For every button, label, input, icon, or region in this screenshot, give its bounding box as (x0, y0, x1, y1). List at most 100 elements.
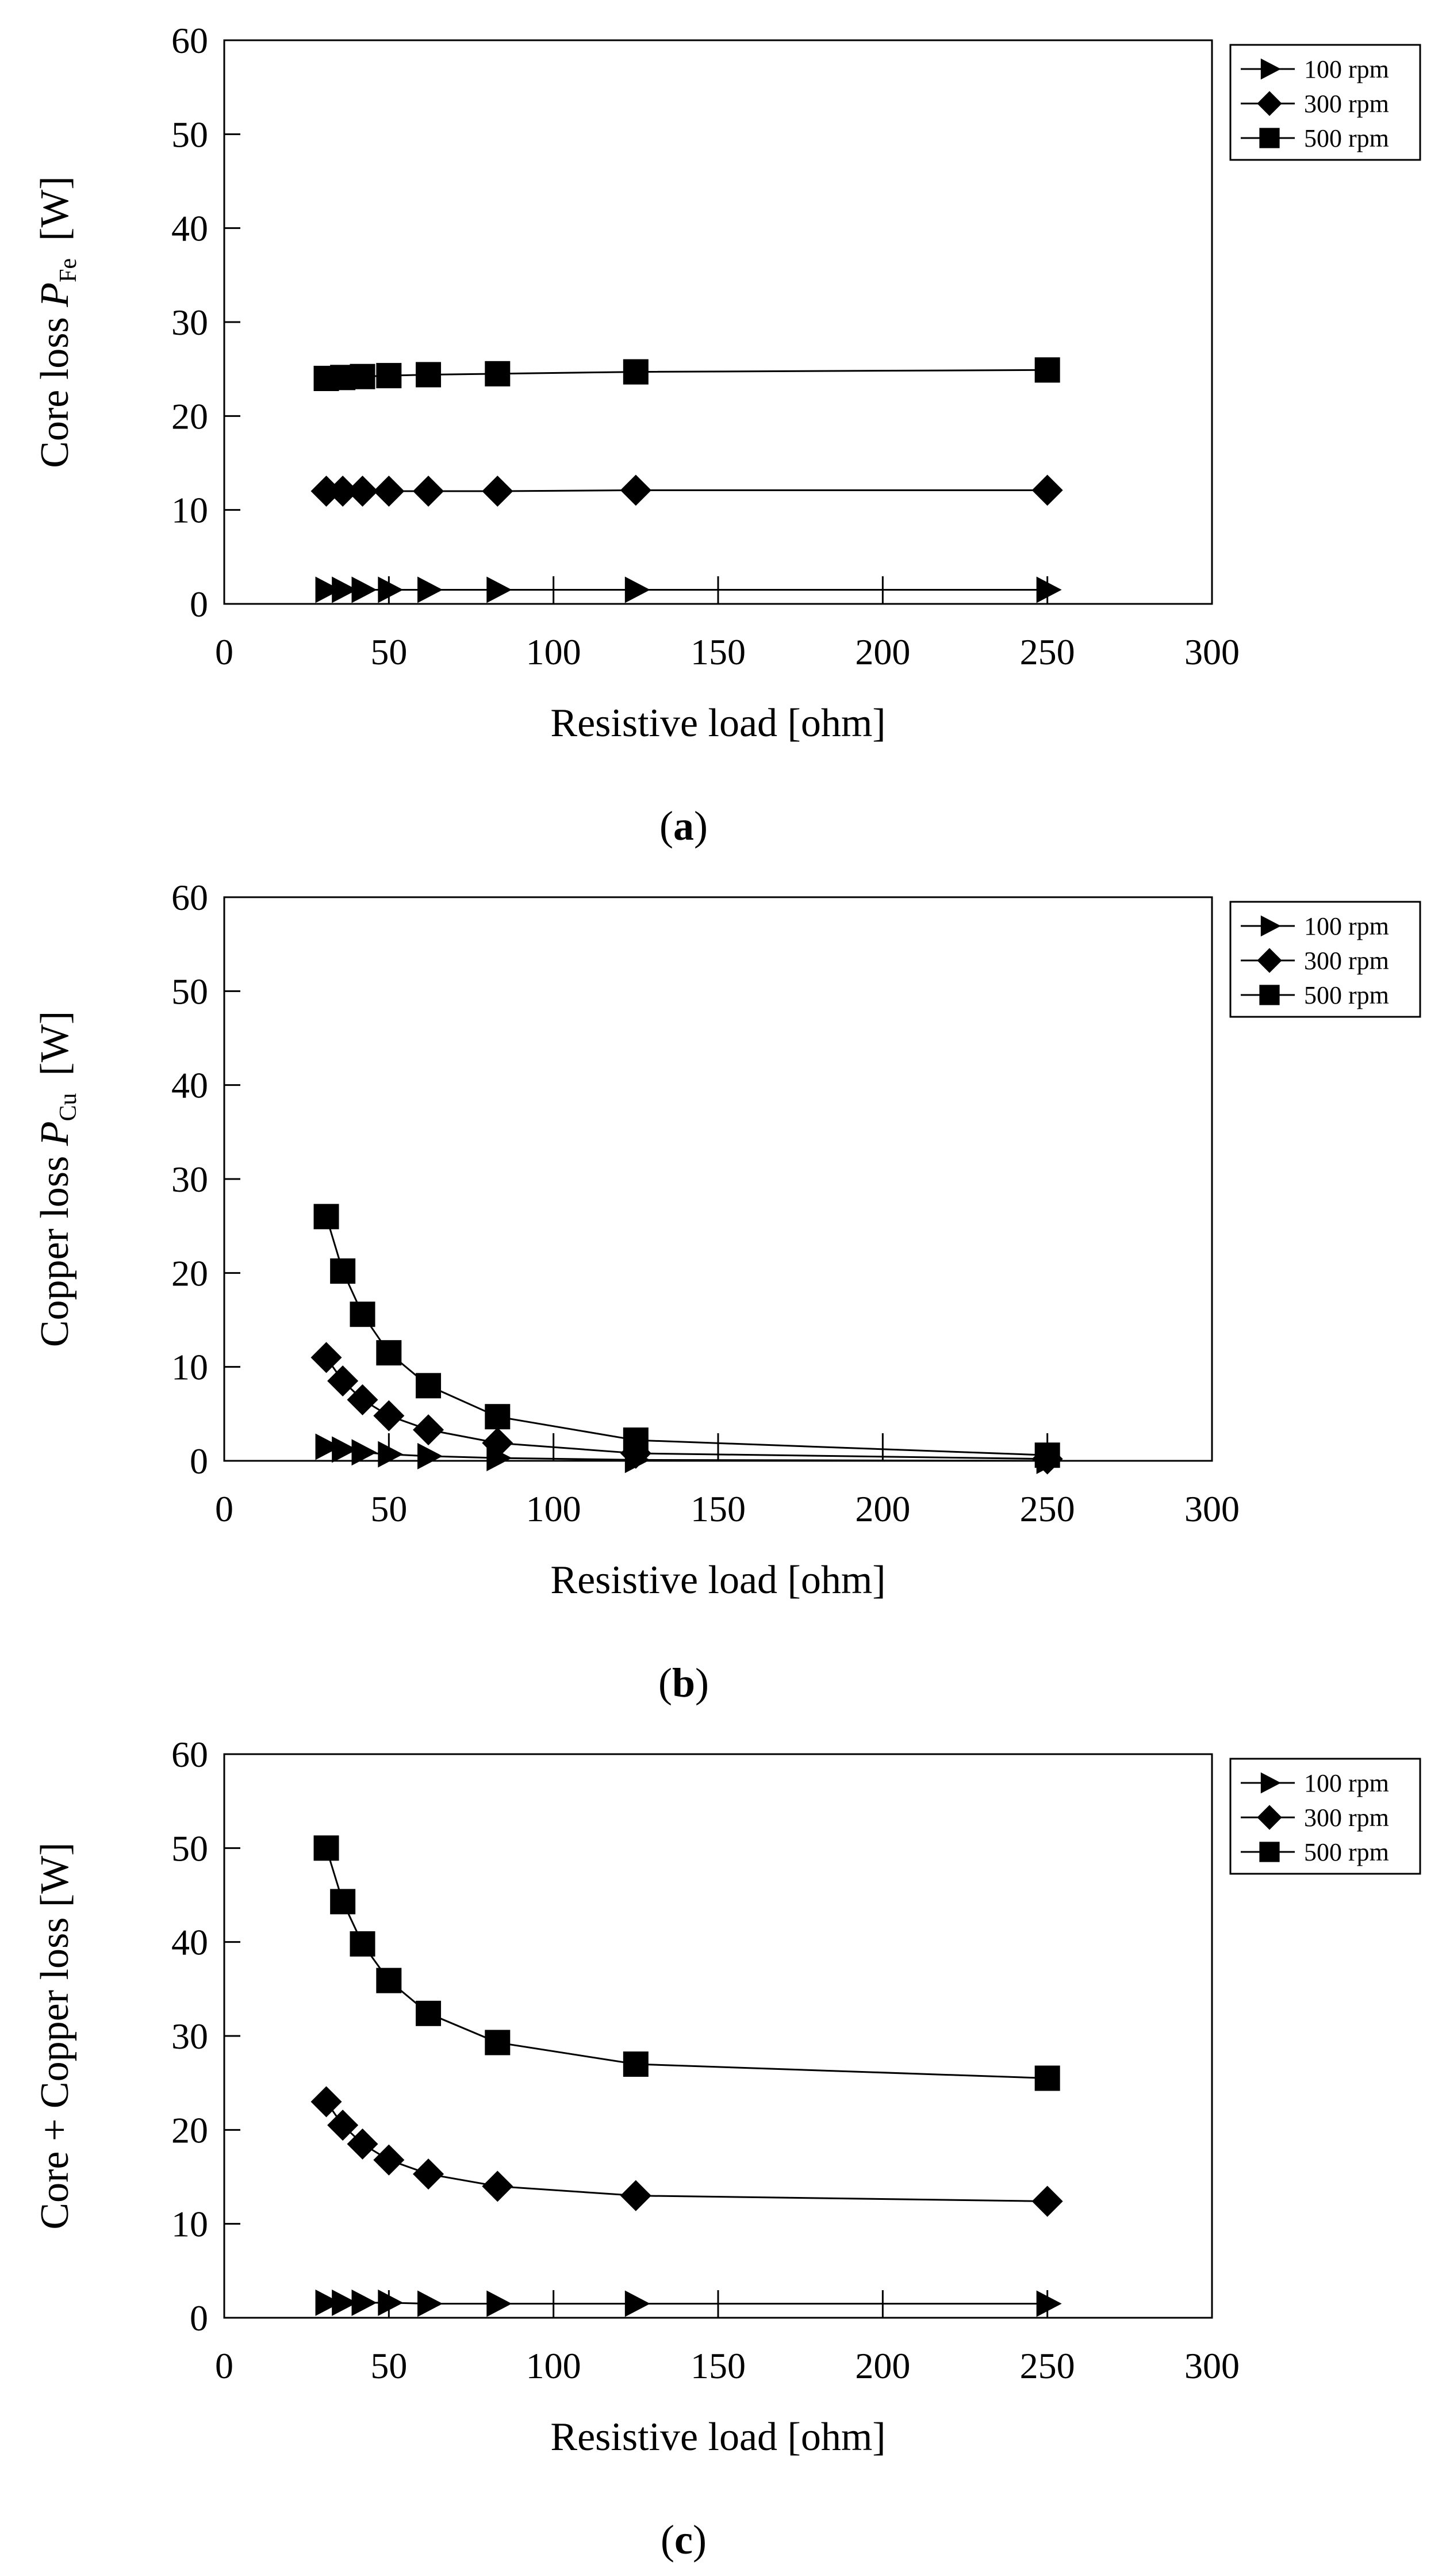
data-point-500-rpm (1034, 357, 1060, 383)
data-point-100-rpm (332, 576, 358, 603)
series-line-500-rpm (325, 1216, 1048, 1456)
y-tick-label: 40 (171, 208, 208, 249)
y-tick-label: 50 (171, 114, 208, 155)
y-tick-label: 60 (171, 20, 208, 61)
y-axis-symbol: P (33, 1121, 77, 1146)
y-axis-label: Copper loss (33, 1156, 77, 1348)
y-tick-label: 20 (171, 2110, 208, 2150)
plot-frame (223, 39, 1213, 605)
data-point-500-rpm (313, 1835, 339, 1861)
y-axis-symbol: P (33, 282, 77, 308)
y-tick-label: 20 (171, 396, 208, 437)
data-point-300-rpm (1031, 2185, 1063, 2217)
x-tick-label: 300 (1184, 2345, 1240, 2386)
y-axis-label: Core + Copper loss (33, 1917, 77, 2230)
data-point-500-rpm (330, 1258, 356, 1284)
data-point-100-rpm (351, 576, 377, 603)
plot-frame (223, 1753, 1213, 2319)
data-point-100-rpm (332, 1436, 358, 1463)
x-tick-label: 100 (526, 1488, 581, 1529)
legend-marker-300-rpm (1257, 1805, 1282, 1830)
legend-label: 500 rpm (1304, 981, 1389, 1009)
chart-panel-c: 0 50 100 150 200 250 300 0 10 20 30 40 50 60 Resistive… (33, 1734, 1421, 2563)
data-point-500-rpm (485, 2030, 511, 2056)
data-point-300-rpm (310, 1342, 342, 1373)
legend-marker-100-rpm (1260, 1772, 1281, 1794)
x-tick-label: 300 (1184, 1488, 1240, 1529)
data-point-100-rpm (315, 1433, 341, 1460)
data-point-100-rpm (417, 576, 443, 603)
legend-marker-500-rpm (1259, 1842, 1280, 1862)
y-axis-title: Core loss PFe [W] (33, 176, 82, 468)
series-line-300-rpm (325, 2101, 1048, 2202)
data-point-500-rpm (376, 1968, 402, 1993)
x-tick-label: 150 (691, 631, 746, 672)
y-axis-title: Core + Copper loss [W] (33, 1842, 77, 2229)
data-point-100-rpm (624, 576, 650, 603)
y-tick-label: 0 (190, 1441, 208, 1482)
y-tick-label: 30 (171, 1159, 208, 1200)
x-tick-label: 200 (855, 631, 910, 672)
legend-marker-500-rpm (1259, 128, 1280, 148)
data-point-500-rpm (416, 362, 442, 388)
y-tick-label: 40 (171, 1065, 208, 1106)
x-tick-label: 0 (215, 2345, 233, 2386)
y-axis-unit: [W] (33, 1011, 77, 1076)
y-tick-label: 10 (171, 490, 208, 531)
y-tick-label: 10 (171, 2204, 208, 2245)
data-point-500-rpm (350, 363, 375, 389)
data-point-100-rpm (1036, 2290, 1062, 2317)
legend-label: 300 rpm (1304, 947, 1389, 975)
y-tick-label: 10 (171, 1347, 208, 1388)
x-tick-label: 300 (1184, 631, 1240, 672)
caption-letter: a (673, 803, 694, 849)
data-point-100-rpm (417, 1442, 443, 1469)
caption-paren-open: ( (659, 803, 673, 849)
data-point-100-rpm (315, 576, 341, 603)
x-axis-title: Resistive load [ohm] (550, 2415, 885, 2459)
x-tick-label: 50 (370, 631, 407, 672)
data-point-300-rpm (310, 2086, 342, 2118)
data-point-100-rpm (378, 576, 404, 603)
x-tick-label: 200 (855, 2345, 910, 2386)
y-tick-label: 0 (190, 2298, 208, 2338)
data-point-500-rpm (313, 1204, 339, 1230)
data-point-300-rpm (327, 2110, 359, 2141)
data-point-100-rpm (486, 576, 512, 603)
data-point-100-rpm (351, 2289, 377, 2316)
y-tick-label: 30 (171, 302, 208, 343)
data-point-500-rpm (485, 361, 511, 386)
legend-marker-500-rpm (1259, 985, 1280, 1005)
data-point-300-rpm (327, 1365, 359, 1397)
x-tick-label: 250 (1020, 631, 1075, 672)
data-point-300-rpm (373, 476, 405, 507)
data-point-500-rpm (623, 359, 649, 385)
data-point-300-rpm (373, 2144, 405, 2176)
data-point-500-rpm (1034, 1442, 1060, 1468)
y-axis-subscript: Fe (55, 258, 82, 282)
data-point-100-rpm (624, 2290, 650, 2317)
caption-paren-close: ) (693, 2517, 707, 2563)
legend-label: 100 rpm (1304, 55, 1389, 83)
x-tick-label: 150 (691, 1488, 746, 1529)
data-point-300-rpm (482, 1427, 513, 1459)
caption-paren-close: ) (694, 803, 708, 849)
data-point-300-rpm (1031, 474, 1063, 506)
x-axis-title: Resistive load [ohm] (550, 701, 885, 745)
legend-label: 300 rpm (1304, 1804, 1389, 1832)
data-point-100-rpm (332, 2289, 358, 2316)
data-point-300-rpm (347, 476, 378, 507)
panel-caption: (c) (661, 2517, 707, 2563)
legend-label: 100 rpm (1304, 912, 1389, 940)
y-axis-unit: [W] (33, 1842, 77, 1907)
data-point-500-rpm (623, 1427, 649, 1453)
data-point-100-rpm (351, 1439, 377, 1466)
data-point-300-rpm (413, 476, 444, 507)
y-axis-subscript: Cu (55, 1093, 82, 1121)
data-point-500-rpm (416, 2000, 442, 2026)
data-point-500-rpm (350, 1302, 375, 1327)
plot-frame (223, 896, 1213, 1462)
x-tick-label: 100 (526, 2345, 581, 2386)
data-point-300-rpm (347, 2128, 378, 2160)
